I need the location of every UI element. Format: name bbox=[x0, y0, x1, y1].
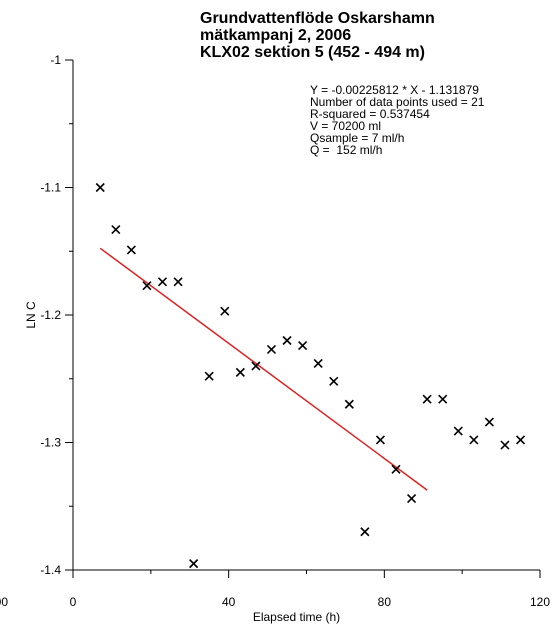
data-point-marker bbox=[126, 245, 136, 255]
stats-equation: Y = -0.00225812 * X - 1.131879 bbox=[310, 83, 479, 97]
marker-stroke bbox=[453, 426, 463, 436]
x-tick-label: 0 bbox=[70, 595, 77, 609]
marker-stroke bbox=[282, 335, 292, 346]
data-point-marker bbox=[515, 435, 526, 445]
marker-stroke bbox=[204, 371, 214, 381]
x-tick-label: 80 bbox=[378, 595, 392, 609]
data-point-marker bbox=[220, 306, 230, 316]
marker-stroke bbox=[95, 182, 105, 193]
data-point-marker bbox=[375, 435, 386, 445]
marker-stroke bbox=[251, 361, 261, 371]
marker-stroke bbox=[235, 367, 245, 377]
data-point-marker bbox=[407, 494, 417, 504]
data-point-marker bbox=[313, 358, 323, 369]
marker-stroke bbox=[391, 464, 401, 474]
data-point-marker bbox=[422, 394, 432, 404]
marker-stroke bbox=[266, 344, 277, 354]
data-point-marker bbox=[173, 277, 183, 287]
marker-stroke bbox=[360, 527, 370, 537]
stats-qsample: Qsample = 7 ml/h bbox=[310, 131, 405, 145]
marker-stroke bbox=[298, 341, 308, 351]
data-point-marker bbox=[204, 371, 214, 381]
data-point-marker bbox=[360, 527, 370, 537]
fit-line-group bbox=[99, 247, 428, 491]
title-line-3: KLX02 sektion 5 (452 - 494 m) bbox=[200, 44, 425, 61]
title-line-1: Grundvattenflöde Oskarshamn bbox=[200, 10, 435, 27]
stats-volume: V = 70200 ml bbox=[310, 119, 382, 133]
stats-q: Q = 152 ml/h bbox=[310, 143, 383, 157]
marker-stroke bbox=[157, 277, 168, 287]
data-points bbox=[95, 182, 526, 569]
data-point-marker bbox=[111, 225, 121, 235]
data-point-marker bbox=[453, 426, 463, 436]
marker-stroke bbox=[220, 306, 230, 316]
data-point-marker bbox=[266, 344, 277, 354]
title-line-2: mätkampanj 2, 2006 bbox=[200, 27, 352, 44]
x-tick-label: 40 bbox=[222, 595, 236, 609]
chart-title: Grundvattenflöde Oskarshamn mätkampanj 2… bbox=[200, 10, 500, 61]
data-point-marker bbox=[500, 440, 510, 450]
marker-stroke bbox=[375, 435, 386, 445]
y-tick-label: -1 bbox=[50, 53, 61, 67]
marker-stroke bbox=[344, 399, 354, 409]
data-point-marker bbox=[469, 435, 479, 445]
marker-stroke bbox=[313, 358, 323, 369]
marker-stroke bbox=[407, 494, 417, 504]
marker-stroke bbox=[329, 376, 339, 386]
data-point-marker bbox=[329, 376, 339, 386]
marker-stroke bbox=[515, 435, 526, 445]
x-tick-label: 120 bbox=[530, 595, 550, 609]
y-tick-label: -1.4 bbox=[40, 563, 61, 577]
data-point-marker bbox=[438, 394, 448, 404]
data-point-marker bbox=[298, 341, 308, 351]
marker-stroke bbox=[111, 225, 121, 235]
data-point-marker bbox=[142, 281, 152, 291]
marker-stroke bbox=[422, 394, 432, 404]
data-point-marker bbox=[344, 399, 354, 409]
marker-stroke bbox=[469, 435, 479, 445]
data-point-marker bbox=[95, 182, 105, 193]
data-point-marker bbox=[282, 335, 292, 346]
marker-stroke bbox=[173, 277, 183, 287]
y-tick-label: -1.1 bbox=[40, 181, 61, 195]
data-point-marker bbox=[157, 277, 168, 287]
data-point-marker bbox=[484, 417, 494, 427]
x-axis-label: Elapsed time (h) bbox=[253, 610, 340, 624]
data-point-marker bbox=[391, 464, 401, 474]
marker-stroke bbox=[126, 245, 136, 255]
stats-r-squared: R-squared = 0.537454 bbox=[310, 107, 430, 121]
marker-stroke bbox=[142, 281, 152, 291]
y-tick-label: -1.3 bbox=[40, 436, 61, 450]
x-tick-label-clipped: 00 bbox=[0, 595, 8, 609]
axes: -1.4 -1.3 -1.2 -1.1 -1 0 40 80 120 00 Elapsed time… bbox=[0, 53, 550, 624]
marker-stroke bbox=[484, 417, 494, 427]
marker-stroke bbox=[189, 559, 199, 569]
data-point-marker bbox=[189, 559, 199, 569]
marker-stroke bbox=[500, 440, 510, 450]
marker-stroke bbox=[438, 394, 448, 404]
stats-data-points: Number of data points used = 21 bbox=[310, 95, 485, 109]
y-tick-label: -1.2 bbox=[40, 308, 61, 322]
regression-line bbox=[99, 247, 428, 491]
data-point-marker bbox=[235, 367, 245, 377]
regression-stats: Y = -0.00225812 * X - 1.131879 Number of… bbox=[310, 84, 530, 156]
y-axis-label: LN C bbox=[24, 301, 38, 329]
data-point-marker bbox=[251, 361, 261, 371]
